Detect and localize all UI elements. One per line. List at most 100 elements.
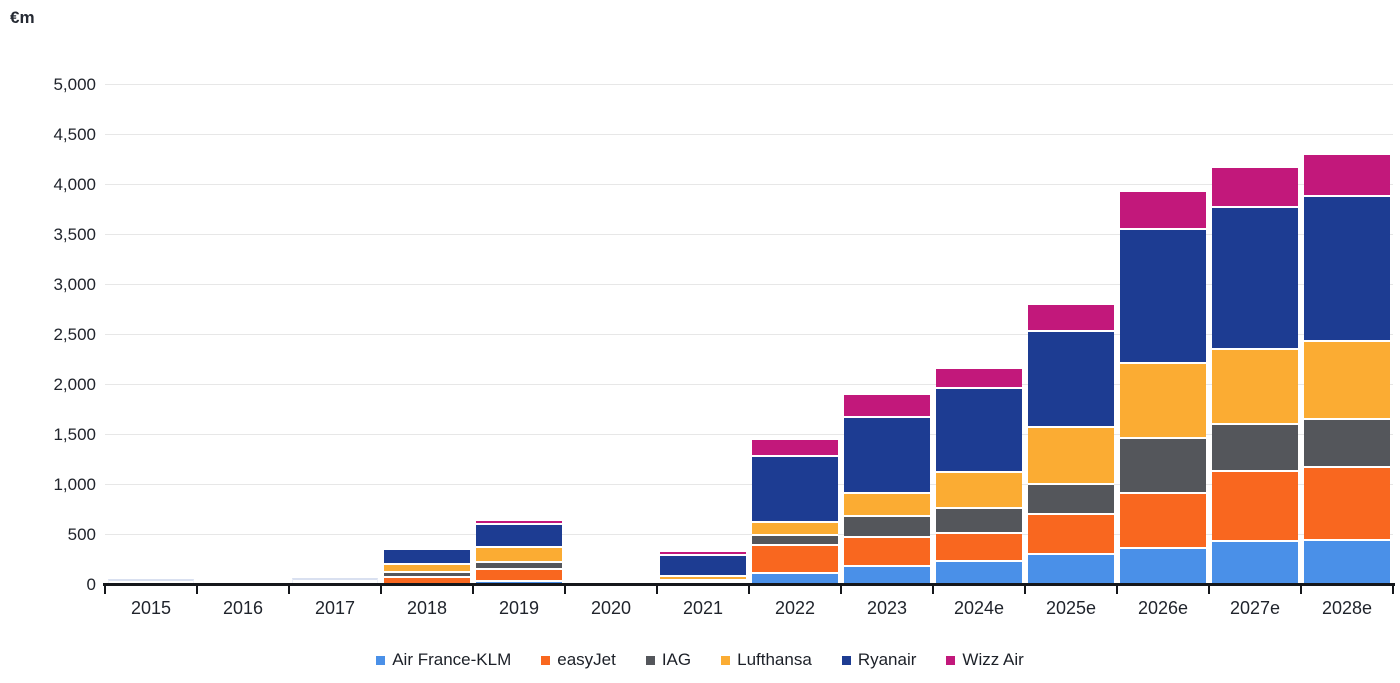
bar-2021	[660, 552, 746, 585]
x-axis-tick	[564, 585, 566, 594]
x-axis-tick	[104, 585, 106, 594]
bar-segment-2018-iag	[384, 572, 470, 578]
y-tick-label-3000: 3,000	[53, 275, 96, 294]
x-tick-label-2017: 2017	[314, 598, 356, 618]
bar-segment-2025e-iag	[1028, 485, 1114, 515]
x-axis-tick	[472, 585, 474, 594]
x-tick-label-2015: 2015	[130, 598, 172, 618]
x-axis-tick	[1392, 585, 1394, 594]
bar-segment-2019-easyjet	[476, 570, 562, 582]
legend-label-easyjet: easyJet	[557, 650, 616, 669]
legend-swatch-lufthansa	[721, 655, 731, 665]
y-tick-label-0: 0	[86, 575, 96, 594]
bar-segment-2024e-easyjet	[936, 534, 1022, 562]
y-tick-label-1000: 1,000	[53, 475, 96, 494]
plot-area	[105, 84, 1393, 585]
bar-segment-2022-air-france-klm	[752, 574, 838, 585]
legend-item-lufthansa: Lufthansa	[721, 650, 812, 670]
bar-segment-2022-iag	[752, 536, 838, 546]
bar-segment-2022-lufthansa	[752, 522, 838, 536]
bar-segment-2026e-iag	[1120, 439, 1206, 494]
legend: Air France-KLM easyJet IAG Lufthansa Ryanair…	[0, 650, 1400, 670]
x-tick-label-2027e: 2027e	[1229, 598, 1281, 618]
bar-segment-2026e-wizz-air	[1120, 192, 1206, 230]
x-tick-label-2018: 2018	[406, 598, 448, 618]
legend-item-iag: IAG	[645, 650, 692, 670]
bar-segment-2023-wizz-air	[844, 395, 930, 418]
bar-2024e	[936, 369, 1022, 585]
bar-segment-2028e-ryanair	[1304, 197, 1390, 342]
y-tick-label-4000: 4,000	[53, 175, 96, 194]
bar-segment-2023-iag	[844, 517, 930, 538]
bar-segment-2026e-ryanair	[1120, 230, 1206, 364]
bar-segment-2023-ryanair	[844, 418, 930, 494]
y-tick-label-3500: 3,500	[53, 225, 96, 244]
x-tick-label-2026e: 2026e	[1137, 598, 1189, 618]
gridline-4500	[105, 134, 1393, 135]
legend-label-air-france-klm: Air France-KLM	[392, 650, 512, 669]
bar-segment-2024e-ryanair	[936, 389, 1022, 473]
bar-segment-2026e-air-france-klm	[1120, 549, 1206, 585]
bar-segment-2018-ryanair	[384, 549, 470, 565]
x-axis-tick	[1300, 585, 1302, 594]
y-tick-label-1500: 1,500	[53, 425, 96, 444]
bar-segment-2021-lufthansa	[660, 577, 746, 581]
x-axis-tick	[932, 585, 934, 594]
legend-item-easyjet: easyJet	[541, 650, 616, 670]
x-tick-label-2028e: 2028e	[1321, 598, 1373, 618]
bar-segment-2027e-ryanair	[1212, 208, 1298, 350]
bar-2018	[384, 549, 470, 585]
bar-segment-2024e-lufthansa	[936, 473, 1022, 509]
y-tick-label-4500: 4,500	[53, 125, 96, 144]
y-tick-label-2000: 2,000	[53, 375, 96, 394]
bar-segment-2025e-ryanair	[1028, 332, 1114, 428]
bar-segment-2024e-wizz-air	[936, 369, 1022, 389]
y-axis-unit-label: €m	[10, 8, 35, 27]
bar-segment-2025e-easyjet	[1028, 515, 1114, 555]
gridline-5000	[105, 84, 1393, 85]
bar-segment-2019-iag	[476, 562, 562, 570]
x-axis-tick	[1024, 585, 1026, 594]
bar-2025e	[1028, 305, 1114, 585]
legend-label-ryanair: Ryanair	[857, 650, 917, 669]
legend-label-iag: IAG	[661, 650, 692, 669]
x-tick-label-2023: 2023	[866, 598, 908, 618]
x-axis-tick	[1116, 585, 1118, 594]
bar-segment-2028e-easyjet	[1304, 468, 1390, 541]
gridline-3000	[105, 284, 1393, 285]
bar-2028e	[1304, 155, 1390, 585]
bar-segment-2022-ryanair	[752, 456, 838, 523]
bar-segment-2026e-easyjet	[1120, 494, 1206, 549]
x-tick-label-2020: 2020	[590, 598, 632, 618]
legend-swatch-iag	[645, 655, 655, 665]
legend-label-wizz-air: Wizz Air	[962, 650, 1024, 669]
y-tick-label-5000: 5,000	[53, 75, 96, 94]
y-axis-tick-labels: 0 500 1,000 1,500 2,000 2,500 3,000 3,500 4,000 4…	[0, 75, 96, 594]
bar-segment-2028e-air-france-klm	[1304, 541, 1390, 585]
legend-label-lufthansa: Lufthansa	[737, 650, 812, 669]
faint-bar-2017	[292, 578, 378, 585]
bar-segment-2025e-lufthansa	[1028, 428, 1114, 485]
bar-segment-2024e-iag	[936, 509, 1022, 534]
bar-2026e	[1120, 192, 1206, 585]
bar-segment-2023-lufthansa	[844, 494, 930, 517]
bar-segment-2022-wizz-air	[752, 439, 838, 457]
x-tick-label-2025e: 2025e	[1045, 598, 1097, 618]
x-axis-tick	[1208, 585, 1210, 594]
bar-segment-2021-ryanair	[660, 555, 746, 577]
y-tick-label-2500: 2,500	[53, 325, 96, 344]
x-tick-label-2024e: 2024e	[953, 598, 1005, 618]
bar-segment-2024e-air-france-klm	[936, 562, 1022, 585]
bar-segment-2021-wizz-air	[660, 552, 746, 556]
legend-swatch-air-france-klm	[376, 655, 386, 665]
x-axis-line	[103, 583, 1395, 586]
x-axis-tick	[380, 585, 382, 594]
bar-segment-2019-ryanair	[476, 525, 562, 548]
legend-swatch-wizz-air	[946, 655, 956, 665]
bar-segment-2028e-iag	[1304, 420, 1390, 468]
bar-segment-2018-lufthansa	[384, 564, 470, 573]
x-axis-tick	[656, 585, 658, 594]
bar-segment-2025e-wizz-air	[1028, 305, 1114, 332]
bar-segment-2019-wizz-air	[476, 521, 562, 525]
